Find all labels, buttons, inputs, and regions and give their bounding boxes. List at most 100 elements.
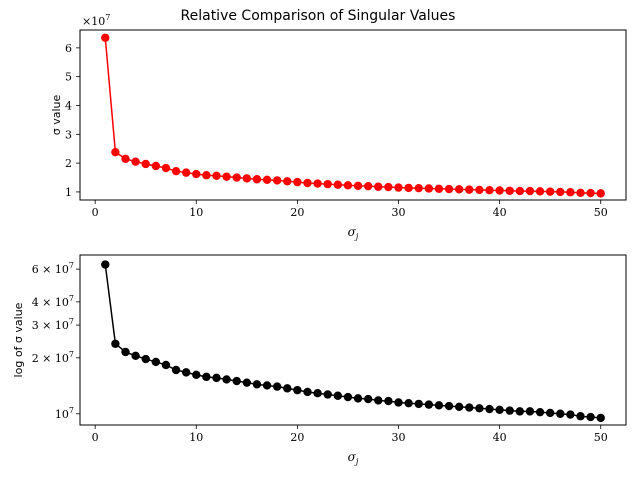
data-point (414, 183, 423, 193)
data-point (192, 370, 201, 380)
x-tick-label: 0 (92, 206, 99, 219)
data-point (222, 375, 231, 384)
data-point (545, 187, 555, 196)
data-point (444, 184, 454, 194)
data-point (353, 181, 363, 191)
data-point (121, 154, 130, 163)
data-point (333, 391, 343, 400)
x-tick-label: 30 (392, 431, 406, 444)
data-point (101, 260, 110, 269)
data-point (111, 147, 120, 157)
y-tick-label: 2 (65, 157, 72, 170)
data-point (444, 401, 454, 411)
data-point (161, 163, 171, 173)
x-tick-label: 10 (189, 431, 203, 444)
data-point (232, 173, 241, 182)
y-tick-label: 4 (65, 99, 72, 112)
y-tick-label: 3 × 107 (32, 317, 74, 332)
data-point (566, 188, 575, 197)
data-point (384, 182, 393, 192)
data-point (394, 183, 403, 192)
data-point (212, 171, 221, 180)
data-point (181, 368, 191, 377)
data-point (151, 357, 161, 367)
data-point (151, 161, 161, 171)
series-line (104, 264, 601, 419)
data-point (424, 400, 434, 409)
data-point (374, 182, 383, 191)
data-point (384, 396, 393, 406)
data-point (475, 185, 484, 195)
x-tick-label: 40 (493, 206, 507, 219)
data-point (343, 181, 353, 190)
data-point (374, 396, 383, 405)
data-point (596, 189, 605, 198)
data-point (394, 398, 403, 407)
data-point (586, 412, 595, 422)
y-tick-label: 5 (65, 71, 72, 84)
data-point (495, 405, 504, 415)
data-point (202, 372, 211, 382)
data-point (454, 185, 464, 194)
data-point (404, 398, 413, 408)
data-point (363, 394, 373, 404)
y-tick-label: 107 (55, 406, 74, 421)
data-point (535, 407, 545, 417)
data-point (434, 184, 444, 193)
data-point (101, 33, 110, 42)
data-point (465, 185, 474, 194)
data-point (313, 179, 322, 188)
data-point (181, 168, 191, 177)
data-point (454, 402, 464, 412)
data-point (161, 360, 171, 370)
data-point (576, 412, 585, 421)
data-point (343, 392, 353, 402)
data-point (262, 381, 272, 390)
data-point (414, 399, 423, 409)
data-point (424, 184, 434, 193)
x-tick-label: 20 (290, 206, 304, 219)
x-tick-label: 10 (189, 206, 203, 219)
data-point (111, 339, 120, 348)
top-plot: 0 10 20 30 40 50 1 2 3 4 5 6 (65, 29, 627, 219)
data-point (141, 354, 150, 364)
data-point (505, 406, 514, 415)
data-point (252, 175, 262, 184)
data-point (222, 172, 231, 181)
plot-frame (79, 254, 627, 426)
data-point (525, 186, 535, 196)
data-point (242, 378, 252, 387)
data-point (303, 387, 312, 397)
data-point (535, 187, 545, 196)
data-point (192, 169, 201, 179)
y-tick-label: 6 (65, 42, 72, 55)
data-point (323, 179, 332, 189)
data-point (202, 171, 211, 180)
top-y-axis-label: σ value (50, 95, 63, 136)
x-tick-label: 50 (594, 431, 608, 444)
data-point (131, 351, 140, 361)
data-point (232, 376, 241, 386)
data-point (566, 410, 575, 419)
data-point (313, 389, 322, 398)
bottom-plot: 0 10 20 30 40 50 6 × 107 4 × 107 3 × 107 2 × 107 1… (32, 254, 627, 444)
data-point (171, 166, 181, 176)
data-point (545, 408, 555, 418)
x-tick-label: 30 (392, 206, 406, 219)
data-point (252, 380, 262, 389)
data-point (283, 384, 292, 393)
data-point (272, 382, 282, 391)
data-point (283, 177, 292, 186)
data-point (515, 186, 525, 196)
data-point (262, 175, 272, 185)
data-point (495, 186, 504, 195)
plot-frame (79, 29, 627, 201)
bottom-x-axis-label: σj (348, 450, 359, 466)
data-point (141, 159, 150, 169)
data-point (515, 407, 525, 416)
data-point (475, 404, 484, 413)
data-point (171, 365, 181, 375)
y-tick-label: 1 (65, 186, 72, 199)
y-tick-label: 4 × 107 (32, 294, 74, 309)
